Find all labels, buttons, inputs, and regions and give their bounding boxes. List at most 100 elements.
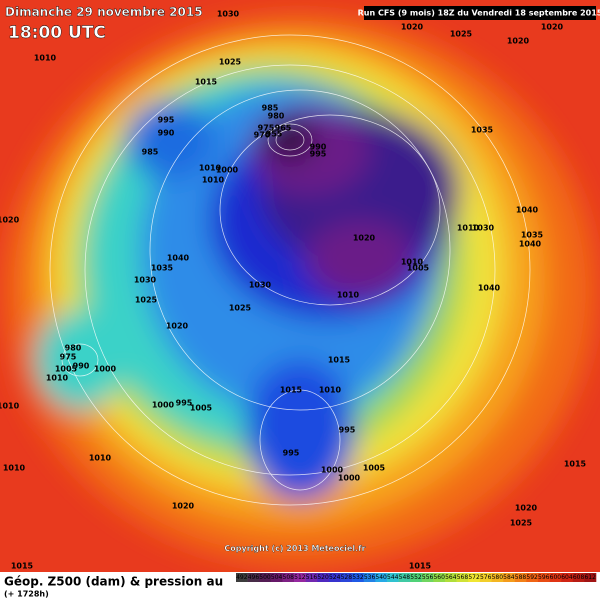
isobar-label: 1000 (94, 365, 117, 374)
scale-label: 596 (538, 574, 550, 581)
scale-label: 588 (515, 574, 527, 581)
scale-label: 608 (573, 574, 585, 581)
isobar-label: 1015 (328, 356, 351, 365)
scale-label: 560 (433, 574, 445, 581)
isobar-label: 1040 (478, 284, 501, 293)
scale-label: 512 (294, 574, 306, 581)
scale-label: 576 (480, 574, 492, 581)
isobar-label: 1015 (564, 460, 587, 469)
isobar-label: 1010 (337, 291, 360, 300)
isobar-label: 1015 (11, 562, 34, 571)
isobar-label: 1010 (319, 386, 342, 395)
scale-label: 604 (561, 574, 573, 581)
scale-label: 568 (457, 574, 469, 581)
scale-swatch (445, 573, 457, 582)
scale-label: 552 (410, 574, 422, 581)
isobar-label: 1025 (135, 296, 158, 305)
isobar-label: 1005 (407, 264, 430, 273)
scale-swatch (526, 573, 539, 582)
isobar-label: 965 (275, 124, 292, 133)
isobar-label: 1010 (0, 402, 20, 411)
isobar-label: 1035 (521, 231, 544, 240)
isobar-label: 1030 (134, 276, 157, 285)
isobar-label: 1020 (353, 234, 376, 243)
isobar-label: 985 (142, 148, 159, 157)
scale-label: 508 (283, 574, 295, 581)
isobar-label: 1010 (199, 164, 222, 173)
isobar-label: 985 (262, 104, 279, 113)
scale-swatch (572, 573, 585, 582)
scale-label: 528 (341, 574, 353, 581)
footer-title: Géop. Z500 (dam) & pression au (4, 575, 223, 589)
isobar-label: 1020 (515, 504, 538, 513)
color-scale: 492 496 500 504 508 512 516 520 524 528 532 536 540 5… (236, 573, 597, 582)
scale-swatch (270, 573, 283, 582)
isobar-label: 995 (339, 426, 356, 435)
isobar-label: 990 (310, 143, 327, 152)
date-title: Dimanche 29 novembre 2015 (5, 5, 203, 19)
scale-label: 544 (387, 574, 399, 581)
scale-swatch (514, 573, 527, 582)
isobar-label: 1010 (401, 258, 424, 267)
scale-label: 592 (526, 574, 538, 581)
isobar-label: 995 (176, 399, 193, 408)
isobar-label: 980 (268, 112, 285, 121)
scale-label: 580 (492, 574, 504, 581)
isobar-label: 1005 (190, 404, 213, 413)
isobar-label: 1020 (166, 322, 189, 331)
isobar-label: 1025 (229, 304, 252, 313)
isobar-label: 1010 (34, 54, 57, 63)
run-info: Run CFS (9 mois) 18Z du Vendredi 18 sept… (358, 9, 600, 18)
isobar-label: 1015 (409, 562, 432, 571)
scale-label: 524 (329, 574, 341, 581)
scale-swatch (421, 573, 434, 582)
isobar-label: 995 (283, 449, 300, 458)
isobar-label: 1030 (472, 224, 495, 233)
scale-swatch (433, 573, 446, 582)
isobar-label: 975 (258, 124, 275, 133)
isobar-label: 1010 (89, 454, 112, 463)
scale-swatch (398, 573, 411, 582)
isobar-label: 1015 (280, 386, 303, 395)
scale-swatch (247, 573, 260, 582)
isobar-label: 1035 (471, 126, 494, 135)
isobar-label: 995 (310, 150, 327, 159)
scale-label: 556 (422, 574, 434, 581)
run-box (364, 6, 596, 20)
scale-swatch (305, 573, 318, 582)
isobar-label: 1030 (217, 10, 240, 19)
scale-label: 612 (584, 574, 596, 581)
time-title: 18:00 UTC (8, 23, 106, 43)
scale-swatch (468, 573, 481, 582)
scale-swatch (340, 573, 353, 582)
scale-swatch (503, 573, 516, 582)
scale-swatch (549, 573, 562, 582)
scale-swatch (317, 573, 330, 582)
isobar-label: 1030 (249, 281, 272, 290)
isobar-label: 975 (60, 353, 77, 362)
isobar-label: 1000 (152, 401, 175, 410)
isobar-label: 1000 (338, 474, 361, 483)
scale-swatch (561, 573, 574, 582)
isobar-label: 1020 (507, 37, 530, 46)
scale-swatch (259, 573, 272, 582)
scale-label: 496 (248, 574, 260, 581)
isobar-label: 1040 (519, 240, 542, 249)
scale-label: 540 (375, 574, 387, 581)
scale-label: 532 (352, 574, 364, 581)
isobar-label: 980 (65, 344, 82, 353)
isobar-label: 1025 (510, 519, 533, 528)
scale-label: 520 (317, 574, 329, 581)
scale-swatch (328, 573, 341, 582)
isobar-label: 1020 (541, 23, 564, 32)
copyright: Copyright (c) 2013 Meteociel.fr (224, 544, 365, 553)
isobar-label: 1020 (0, 216, 20, 225)
scale-swatch (491, 573, 504, 582)
scale-label: 516 (306, 574, 318, 581)
isobar-label: 1000 (216, 166, 239, 175)
isobar-label: 955 (266, 130, 283, 139)
scale-label: 492 (236, 574, 248, 581)
scale-swatch (479, 573, 492, 582)
isobar-label: 1000 (321, 466, 344, 475)
